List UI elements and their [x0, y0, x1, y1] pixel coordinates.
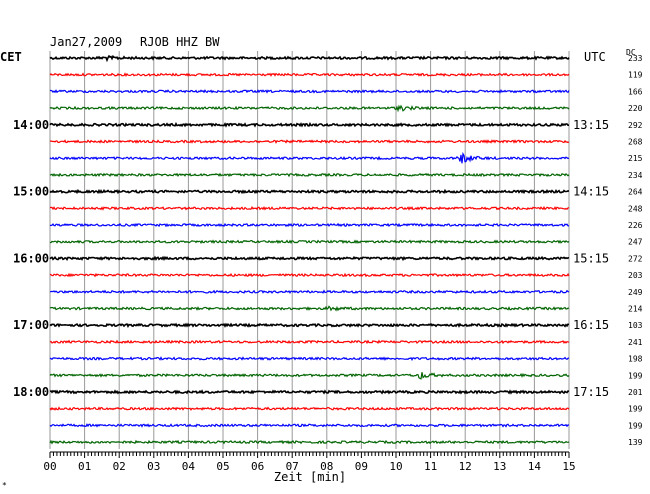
x-tick-label: 05: [216, 460, 229, 473]
trace-line: [49, 423, 570, 428]
dc-offset-label: 233: [628, 54, 643, 63]
trace-line: [49, 272, 570, 278]
time-labels: 14:00 15:00 16:00 17:00 18:00 13:15 14:15 15:15…: [13, 54, 643, 447]
dc-offset-label: 226: [628, 221, 643, 230]
trace-line: [49, 205, 570, 211]
x-tick-label: 06: [251, 460, 264, 473]
trace-line: [49, 339, 570, 345]
trace-line: [49, 322, 570, 329]
right-time-label: 13:15: [573, 118, 609, 132]
dc-offset-label: 198: [628, 355, 643, 364]
right-time-label: 16:15: [573, 318, 609, 332]
x-axis: 00 01 02 03 04 05 06 07 08 09 10 11 12 13 14 15: [43, 451, 576, 473]
x-tick-label: 10: [389, 460, 402, 473]
trace-line: [49, 54, 570, 63]
date-label: Jan27,2009: [50, 35, 122, 49]
trace-line: [49, 389, 570, 395]
trace-line: [49, 104, 570, 113]
dc-offset-label: 215: [628, 154, 643, 163]
right-time-label: 17:15: [573, 385, 609, 399]
x-tick-label: 07: [286, 460, 299, 473]
dc-offset-label: 214: [628, 305, 643, 314]
x-tick-label: 11: [424, 460, 437, 473]
left-time-label: 18:00: [13, 385, 49, 399]
trace-line: [49, 372, 570, 380]
dc-offset-label: 268: [628, 138, 643, 147]
x-tick-label: 12: [459, 460, 472, 473]
dc-offset-label: 201: [628, 388, 643, 397]
trace-line: [49, 356, 570, 361]
trace-line: [49, 139, 570, 144]
x-tick-label: 09: [355, 460, 368, 473]
dc-offset-label: 220: [628, 104, 643, 113]
trace-line: [49, 188, 570, 195]
x-tick-label: 08: [320, 460, 333, 473]
dc-offset-label: 272: [628, 254, 643, 263]
corner-mark: *: [2, 481, 7, 490]
x-tick-label: 02: [113, 460, 126, 473]
left-timezone-label: CET: [0, 50, 22, 64]
left-time-label: 17:00: [13, 318, 49, 332]
dc-offset-label: 292: [628, 121, 643, 130]
right-time-label: 14:15: [573, 185, 609, 199]
trace-line: [49, 289, 570, 295]
x-tick-label: 14: [528, 460, 542, 473]
x-tick-label: 03: [147, 460, 160, 473]
dc-offset-label: 247: [628, 238, 643, 247]
right-timezone-label: UTC: [584, 50, 606, 64]
x-axis-label: Zeit [min]: [274, 470, 346, 484]
dc-offset-label: 166: [628, 87, 643, 96]
x-tick-label: 01: [78, 460, 91, 473]
station-label: RJOB HHZ BW: [140, 35, 220, 49]
left-time-label: 15:00: [13, 185, 49, 199]
dc-offset-label: 264: [628, 188, 643, 197]
trace-line: [49, 439, 570, 445]
left-time-label: 16:00: [13, 251, 49, 265]
dc-offset-label: 139: [628, 438, 643, 447]
trace-line: [49, 151, 570, 164]
dc-offset-label: 199: [628, 421, 643, 430]
right-time-label: 15:15: [573, 251, 609, 265]
left-time-label: 14:00: [13, 118, 49, 132]
trace-line: [49, 255, 570, 262]
dc-offset-label: 199: [628, 371, 643, 380]
dc-offset-label: 119: [628, 71, 643, 80]
traces: [49, 54, 570, 445]
dc-offset-label: 203: [628, 271, 643, 280]
dc-offset-label: 199: [628, 405, 643, 414]
x-tick-label: 15: [562, 460, 575, 473]
trace-line: [49, 121, 569, 128]
dc-offset-label: 241: [628, 338, 643, 347]
trace-line: [49, 172, 570, 178]
dc-label: DC: [626, 48, 636, 57]
dc-offset-label: 249: [628, 288, 643, 297]
dc-offset-label: 103: [628, 321, 643, 330]
x-tick-label: 00: [43, 460, 56, 473]
trace-line: [49, 239, 570, 245]
grid: [49, 51, 570, 449]
x-tick-label: 04: [182, 460, 196, 473]
trace-line: [49, 305, 570, 312]
trace-line: [49, 72, 570, 78]
trace-line: [49, 222, 570, 228]
dc-offset-label: 248: [628, 204, 643, 213]
x-tick-label: 13: [493, 460, 506, 473]
trace-line: [49, 406, 570, 411]
dc-offset-label: 234: [628, 171, 643, 180]
trace-line: [50, 89, 570, 94]
